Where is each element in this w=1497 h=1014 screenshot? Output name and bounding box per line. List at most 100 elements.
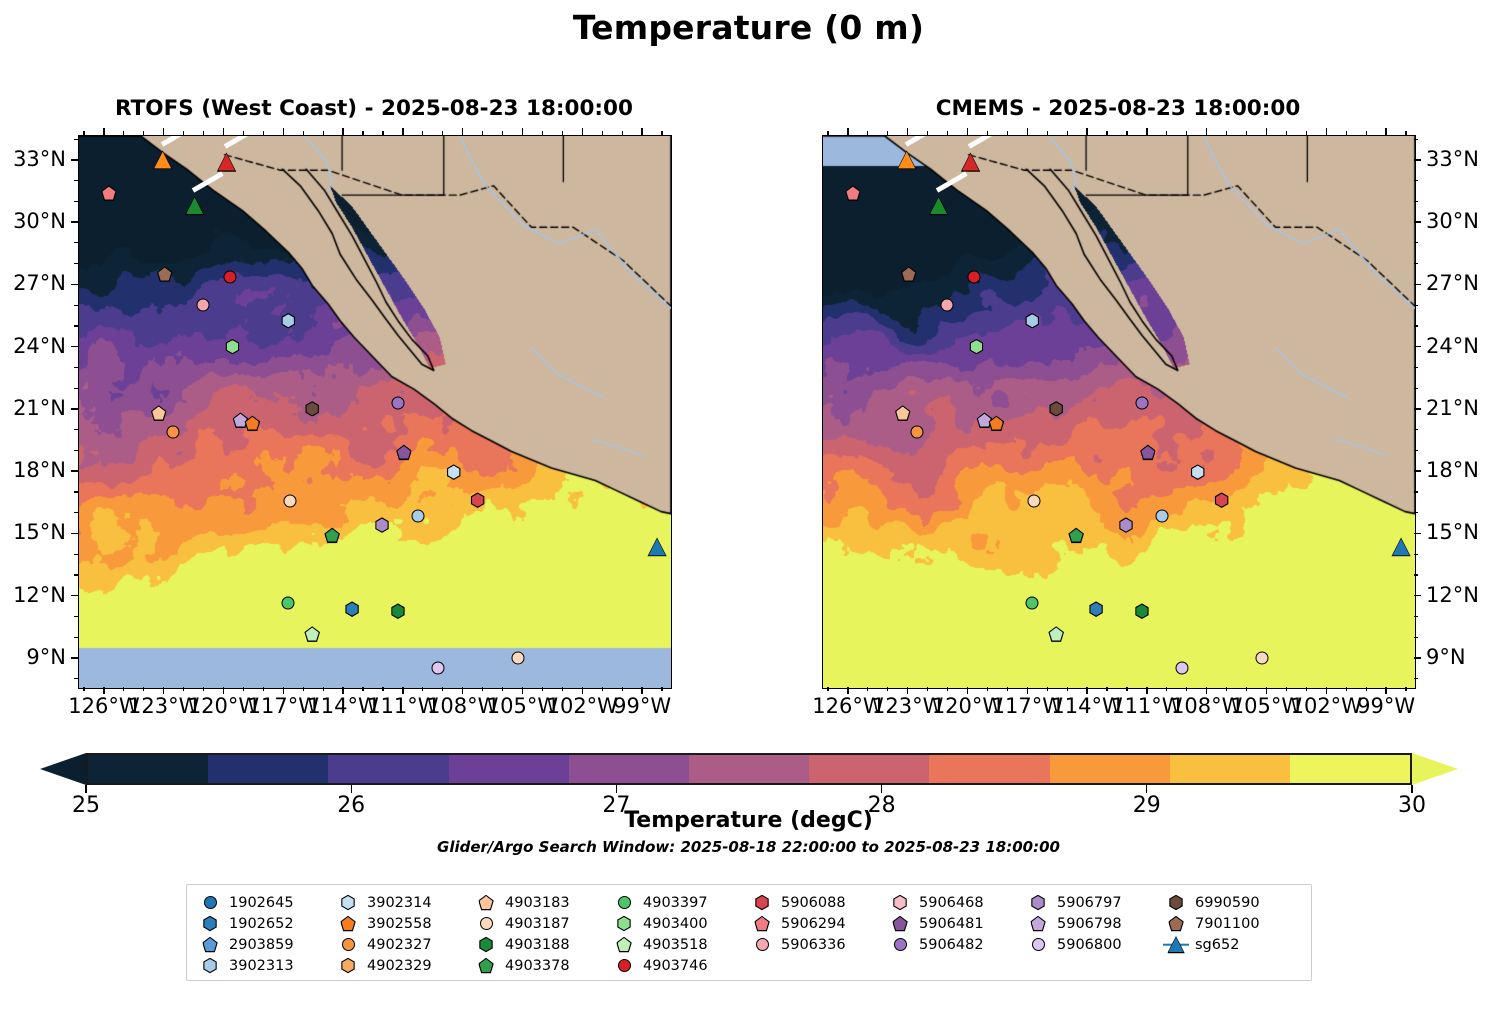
- platform-marker[interactable]: [152, 136, 193, 170]
- legend-item[interactable]: 5906336: [749, 935, 887, 954]
- legend-item[interactable]: 5906481: [887, 914, 1025, 933]
- legend-item[interactable]: 5906797: [1025, 893, 1163, 912]
- legend-column: 3902314 3902558 4902327 4902329: [335, 893, 473, 975]
- platform-marker[interactable]: [928, 171, 969, 216]
- legend-item[interactable]: 4903378: [473, 956, 611, 975]
- x-axis-label: 117°W: [991, 694, 1063, 718]
- platform-marker[interactable]: [389, 603, 406, 620]
- platform-marker[interactable]: [509, 649, 526, 666]
- legend-item[interactable]: 5906798: [1025, 914, 1163, 933]
- platform-marker[interactable]: [389, 394, 406, 411]
- platform-marker[interactable]: [395, 444, 412, 461]
- legend-item[interactable]: 2903859: [197, 935, 335, 954]
- platform-marker[interactable]: [324, 527, 341, 544]
- x-axis-tick-top: [1026, 128, 1028, 135]
- platform-marker[interactable]: [344, 601, 361, 618]
- platform-marker[interactable]: [282, 493, 299, 510]
- platform-marker[interactable]: [900, 266, 917, 283]
- platform-marker[interactable]: [469, 492, 486, 509]
- legend-item[interactable]: 4903397: [611, 893, 749, 912]
- legend-marker: [473, 893, 499, 912]
- marker-hexagon: [970, 340, 983, 354]
- platform-marker[interactable]: [976, 412, 993, 429]
- legend-item[interactable]: 5906482: [887, 935, 1025, 954]
- legend-item[interactable]: 4903400: [611, 914, 749, 933]
- legend-item[interactable]: 6990590: [1163, 893, 1293, 912]
- legend-item[interactable]: 4903746: [611, 956, 749, 975]
- platform-marker[interactable]: [216, 136, 257, 172]
- platform-marker[interactable]: [280, 312, 297, 329]
- platform-marker[interactable]: [966, 269, 983, 286]
- legend-item[interactable]: 1902645: [197, 893, 335, 912]
- x-axis-tick-top: [1385, 128, 1387, 135]
- x-axis-minor-tick: [1285, 687, 1288, 691]
- platform-marker[interactable]: [409, 507, 426, 524]
- platform-marker[interactable]: [1048, 400, 1065, 417]
- platform-marker[interactable]: [1088, 601, 1105, 618]
- platform-marker[interactable]: [150, 405, 167, 422]
- platform-marker[interactable]: [244, 415, 261, 432]
- legend-item[interactable]: 3902313: [197, 956, 335, 975]
- legend-item[interactable]: 5906800: [1025, 935, 1163, 954]
- legend-item[interactable]: 3902558: [335, 914, 473, 933]
- platform-legend[interactable]: 1902645 1902652 2903859 3902313 3902314 39025…: [186, 884, 1312, 981]
- legend-item[interactable]: 4902327: [335, 935, 473, 954]
- platform-marker[interactable]: [156, 266, 173, 283]
- legend-item[interactable]: 7901100: [1163, 914, 1293, 933]
- platform-marker[interactable]: [1133, 603, 1150, 620]
- legend-item[interactable]: sg652: [1163, 935, 1293, 954]
- map-axes-rtofs[interactable]: [78, 135, 672, 689]
- platform-marker[interactable]: [1024, 312, 1041, 329]
- platform-marker[interactable]: [445, 464, 462, 481]
- platform-marker[interactable]: [1189, 464, 1206, 481]
- platform-marker[interactable]: [968, 338, 985, 355]
- platform-marker[interactable]: [1068, 527, 1085, 544]
- platform-marker[interactable]: [894, 405, 911, 422]
- legend-item[interactable]: 4903188: [473, 935, 611, 954]
- x-axis-tick: [1325, 687, 1327, 694]
- y-axis-minor-tick: [1414, 242, 1418, 244]
- platform-marker[interactable]: [896, 136, 937, 170]
- legend-item[interactable]: 1902652: [197, 914, 335, 933]
- platform-marker[interactable]: [988, 415, 1005, 432]
- platform-marker[interactable]: [938, 297, 955, 314]
- platform-marker[interactable]: [194, 297, 211, 314]
- platform-marker[interactable]: [304, 626, 321, 643]
- platform-marker[interactable]: [1026, 493, 1043, 510]
- platform-marker[interactable]: [647, 536, 668, 557]
- platform-marker[interactable]: [1173, 660, 1190, 677]
- platform-marker[interactable]: [1133, 394, 1150, 411]
- platform-marker[interactable]: [224, 338, 241, 355]
- platform-marker[interactable]: [373, 517, 390, 534]
- platform-marker[interactable]: [222, 269, 239, 286]
- platform-marker[interactable]: [1024, 594, 1041, 611]
- map-axes-cmems[interactable]: [822, 135, 1416, 689]
- platform-marker[interactable]: [164, 423, 181, 440]
- platform-marker[interactable]: [232, 412, 249, 429]
- legend-item[interactable]: 4902329: [335, 956, 473, 975]
- platform-marker[interactable]: [1139, 444, 1156, 461]
- colorbar-gradient: [86, 753, 1412, 785]
- platform-marker[interactable]: [100, 185, 117, 202]
- x-axis-minor-tick: [501, 687, 504, 691]
- platform-marker[interactable]: [1391, 536, 1412, 557]
- legend-item[interactable]: 4903518: [611, 935, 749, 954]
- platform-marker[interactable]: [1117, 517, 1134, 534]
- legend-item[interactable]: 4903187: [473, 914, 611, 933]
- platform-marker[interactable]: [844, 185, 861, 202]
- platform-marker[interactable]: [184, 171, 225, 216]
- platform-marker[interactable]: [1153, 507, 1170, 524]
- platform-marker[interactable]: [429, 660, 446, 677]
- platform-marker[interactable]: [960, 136, 1001, 172]
- platform-marker[interactable]: [280, 594, 297, 611]
- legend-item[interactable]: 5906468: [887, 893, 1025, 912]
- platform-marker[interactable]: [1253, 649, 1270, 666]
- platform-marker[interactable]: [908, 423, 925, 440]
- legend-item[interactable]: 4903183: [473, 893, 611, 912]
- platform-marker[interactable]: [1048, 626, 1065, 643]
- legend-item[interactable]: 5906294: [749, 914, 887, 933]
- platform-marker[interactable]: [304, 400, 321, 417]
- platform-marker[interactable]: [1213, 492, 1230, 509]
- legend-item[interactable]: 3902314: [335, 893, 473, 912]
- legend-item[interactable]: 5906088: [749, 893, 887, 912]
